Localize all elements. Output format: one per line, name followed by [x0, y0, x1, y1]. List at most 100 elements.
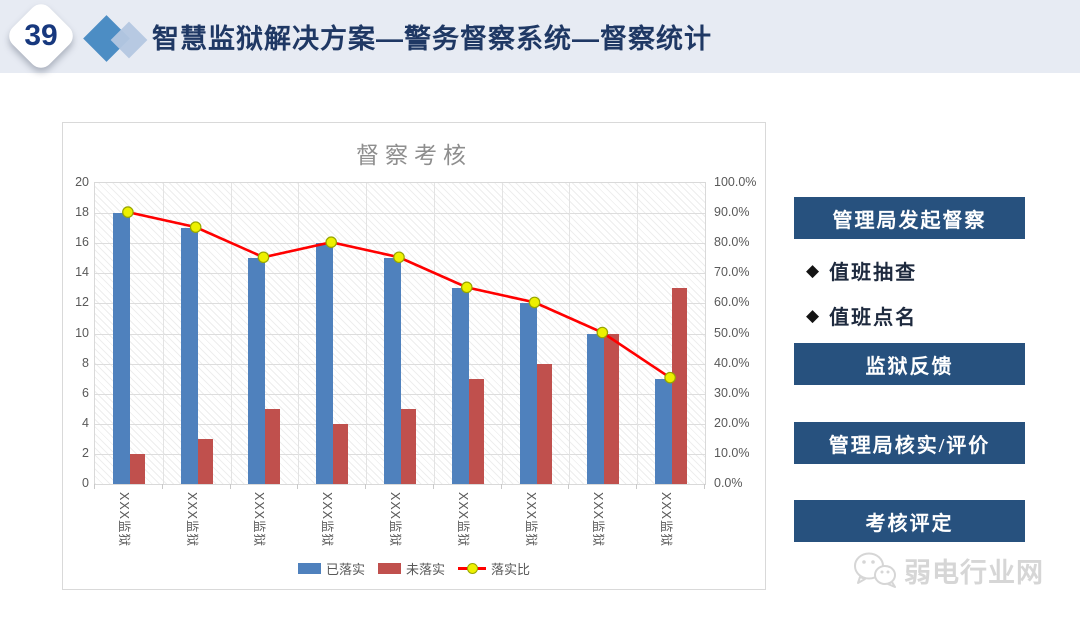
x-axis-tick [229, 484, 231, 489]
x-category-label: XXX监狱 [659, 492, 732, 547]
x-category-label-text: XXX监狱 [184, 492, 199, 548]
x-axis-tick [568, 484, 570, 489]
right-axis-tick: 40.0% [714, 355, 750, 370]
x-axis-tick [161, 484, 163, 489]
bar-not-implemented [468, 378, 484, 484]
left-axis-tick: 16 [75, 235, 89, 250]
bar-not-implemented [672, 288, 688, 484]
right-axis-tick: 60.0% [714, 295, 750, 310]
bullet-label: 值班点名 [829, 307, 918, 329]
wechat-icon [854, 552, 896, 588]
bar-implemented [655, 378, 673, 484]
flow-button-prison-feedback[interactable]: 监狱反馈 [794, 343, 1025, 385]
bar-not-implemented [129, 453, 145, 484]
chart-plot-area [94, 182, 706, 485]
v-gridline [366, 183, 368, 484]
x-axis-tick [636, 484, 638, 489]
page-title: 智慧监狱解决方案—警务督察系统—督察统计 [152, 24, 712, 54]
v-gridline [230, 183, 232, 484]
bar-implemented [248, 258, 266, 484]
left-axis-tick: 0 [82, 476, 89, 490]
right-axis-tick: 80.0% [714, 235, 750, 250]
x-category-label-text: XXX监狱 [320, 492, 335, 548]
x-axis-tick [500, 484, 502, 489]
flow-button-bureau-verify-evaluate[interactable]: 管理局核实/评价 [794, 422, 1025, 464]
left-axis-tick: 8 [82, 355, 89, 370]
right-axis-tick: 100.0% [714, 175, 757, 189]
flow-button-assessment-rating[interactable]: 考核评定 [794, 500, 1025, 542]
x-category-label: XXX监狱 [388, 492, 461, 547]
left-axis-tick: 6 [82, 385, 89, 400]
legend-swatch-blue [297, 563, 321, 574]
right-axis-tick: 30.0% [714, 385, 750, 400]
left-axis-tick: 20 [75, 175, 89, 189]
right-axis-tick: 90.0% [714, 205, 750, 220]
v-gridline [433, 183, 435, 484]
left-axis-tick: 2 [82, 445, 89, 460]
v-gridline [569, 183, 571, 484]
legend-label: 落实比 [491, 562, 531, 577]
bar-implemented [384, 258, 401, 484]
x-category-label-text: XXX监狱 [252, 492, 267, 548]
left-axis-tick: 18 [75, 205, 89, 220]
bullet-duty-roll-call: ◆ 值班点名 [806, 301, 917, 330]
legend-item: 未落实 [377, 559, 445, 578]
diamond-bullet-icon: ◆ [806, 261, 820, 280]
legend-label: 未落实 [405, 562, 445, 577]
legend-swatch-red [377, 563, 401, 574]
bar-implemented [180, 228, 198, 484]
x-axis-tick [297, 484, 299, 489]
legend-item: 落实比 [458, 559, 530, 578]
bullet-label: 值班抽查 [829, 262, 918, 284]
x-category-label: XXX监狱 [456, 492, 529, 547]
x-category-label-text: XXX监狱 [523, 492, 538, 548]
v-gridline [298, 183, 300, 484]
chart-title: 督察考核 [356, 143, 472, 168]
watermark: 弱电行业网 [852, 550, 1044, 590]
bar-not-implemented [401, 408, 416, 484]
x-category-label: XXX监狱 [591, 492, 664, 547]
x-category-label: XXX监狱 [185, 492, 258, 547]
x-axis-tick [432, 484, 434, 489]
x-category-label: XXX监狱 [117, 492, 190, 547]
v-gridline [162, 183, 164, 484]
x-category-label-text: XXX监狱 [455, 492, 470, 548]
bullet-duty-spot-check: ◆ 值班抽查 [806, 256, 917, 285]
diamond-bullet-icon: ◆ [806, 306, 820, 325]
x-category-label: XXX监狱 [524, 492, 597, 547]
chart-legend: 已落实 未落实 落实比 [63, 559, 765, 578]
right-axis-tick: 20.0% [714, 415, 750, 430]
bar-not-implemented [536, 363, 552, 484]
bar-implemented [316, 243, 334, 484]
v-gridline [501, 183, 503, 484]
bar-not-implemented [604, 333, 620, 484]
bar-implemented [112, 213, 130, 484]
right-axis-tick: 50.0% [714, 325, 750, 340]
x-axis-tick [365, 484, 367, 489]
left-axis-tick: 4 [82, 415, 89, 430]
x-axis-tick [704, 484, 705, 489]
right-axis-tick: 0.0% [714, 476, 743, 490]
x-category-label-text: XXX监狱 [591, 492, 606, 548]
bar-not-implemented [265, 408, 281, 484]
left-axis-tick: 12 [75, 295, 89, 310]
legend-marker-dot [467, 563, 478, 574]
x-category-label-text: XXX监狱 [659, 492, 674, 548]
bar-not-implemented [333, 423, 349, 484]
x-category-label-text: XXX监狱 [116, 492, 131, 548]
left-axis-tick: 10 [75, 325, 89, 340]
flow-button-bureau-initiate[interactable]: 管理局发起督察 [794, 197, 1025, 239]
bar-implemented [519, 303, 537, 484]
x-category-label: XXX监狱 [252, 492, 325, 547]
legend-line-marker [458, 563, 486, 574]
legend-label: 已落实 [325, 562, 365, 577]
right-axis-tick: 10.0% [714, 445, 750, 460]
inspection-assessment-chart: 督察考核 0 2 4 6 8 10 12 14 16 18 20 0.0% 10.0% 20.0% 30.0… [62, 122, 766, 590]
x-axis-tick [94, 484, 95, 489]
page-number: 39 [24, 19, 58, 52]
watermark-text: 弱电行业网 [904, 557, 1044, 588]
h-gridline [95, 213, 705, 215]
bar-not-implemented [197, 438, 213, 484]
legend-item: 已落实 [297, 559, 365, 578]
